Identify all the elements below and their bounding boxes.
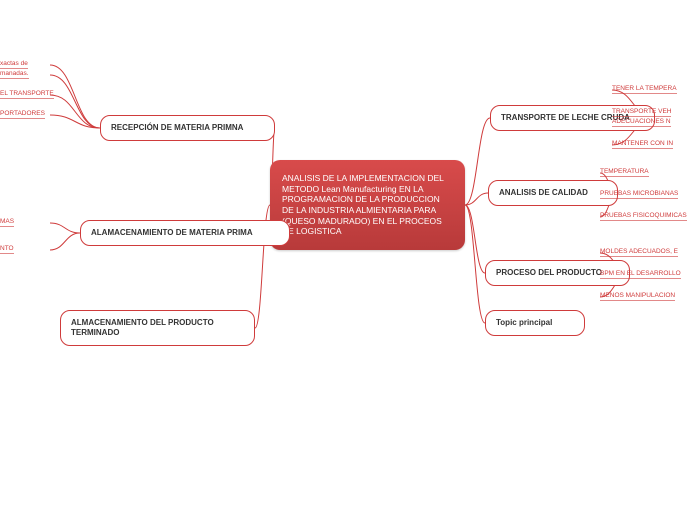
branch-almacen-pt: ALMACENAMIENTO DEL PRODUCTO TERMINADO <box>60 310 255 346</box>
leaf-item: NTO <box>0 245 14 253</box>
leaf-item: MANTENER CON IN <box>612 140 673 148</box>
branch-topic: Topic principal <box>485 310 585 336</box>
leaf-item: BPM EN EL DESARROLLO <box>600 270 681 278</box>
branch-almacen-mp: ALAMACENAMIENTO DE MATERIA PRIMA <box>80 220 290 246</box>
leaf-item: PRUEBAS FISICOQUIMICAS <box>600 212 687 220</box>
branch-calidad: ANALISIS DE CALIDAD <box>488 180 618 206</box>
leaf-item: MOLDES ADECUADOS, E <box>600 248 678 256</box>
leaf-item: TRANSPORTE VEH <box>612 108 671 116</box>
leaf-item: MENOS MANIPULACION <box>600 292 675 300</box>
center-node: ANALISIS DE LA IMPLEMENTACION DEL METODO… <box>270 160 465 250</box>
leaf-item: PORTADORES <box>0 110 45 118</box>
leaf-item: PRUEBAS MICROBIANAS <box>600 190 678 198</box>
leaf-item: TENER LA TEMPERA <box>612 85 677 93</box>
leaf-item: xactas de <box>0 60 28 68</box>
leaf-item: ADECUACIONES N <box>612 118 671 126</box>
leaf-item: MAS <box>0 218 14 226</box>
leaf-item: TEMPERATURA <box>600 168 649 176</box>
leaf-item: manadas. <box>0 70 29 78</box>
leaf-item: EL TRANSPORTE <box>0 90 54 98</box>
branch-recepcion: RECEPCIÓN DE MATERIA PRIMNA <box>100 115 275 141</box>
mindmap-canvas: ANALISIS DE LA IMPLEMENTACION DEL METODO… <box>0 0 696 520</box>
